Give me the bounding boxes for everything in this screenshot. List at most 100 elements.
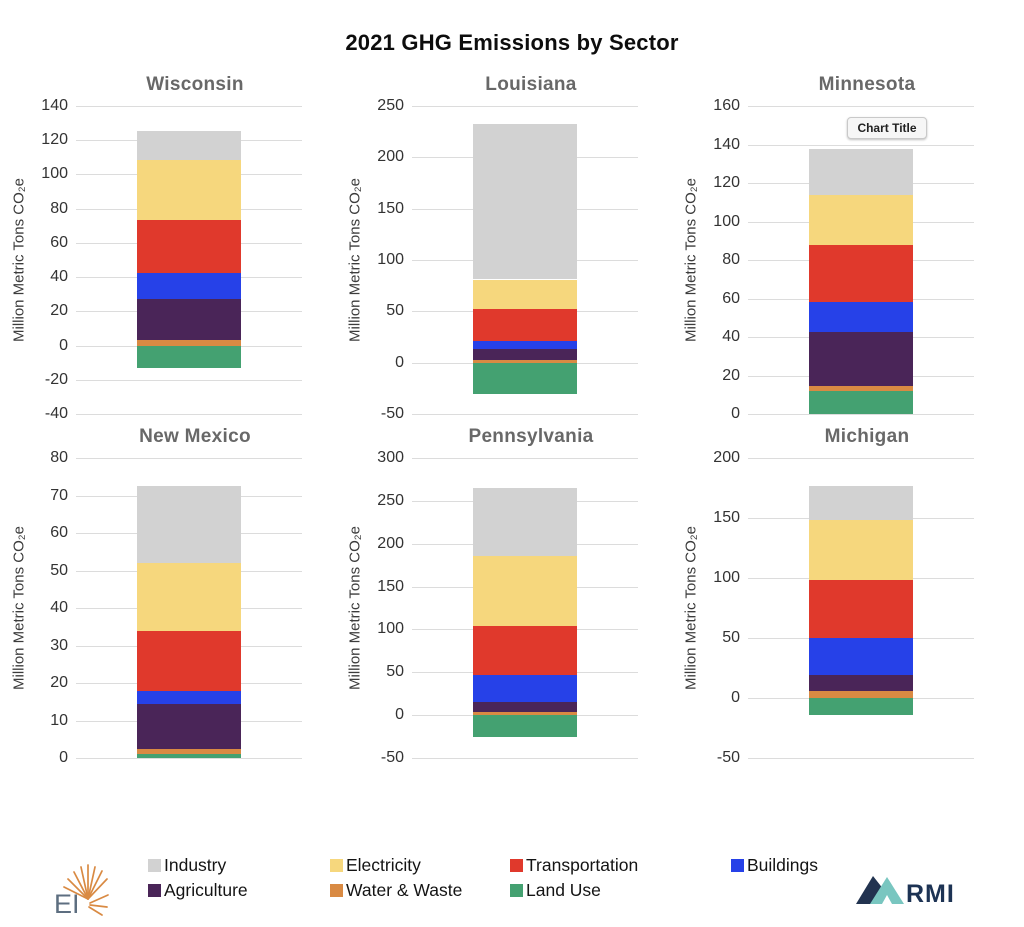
gridline <box>76 379 302 381</box>
y-tick-labels: 250 200 150 100 50 0 -50 <box>366 97 412 422</box>
footer: EI Industry Electricity Transportation Buil… <box>0 849 1024 927</box>
bar-segment-industry <box>137 130 241 160</box>
y-tick-labels: 200 150 100 50 0 -50 <box>702 449 748 766</box>
subplot-pennsylvania: Pennsylvania Million Metric Tons CO₂e 30… <box>344 414 680 766</box>
bar-segment-water-waste <box>137 340 241 346</box>
y-tick-label: 0 <box>395 706 404 724</box>
legend-swatch-buildings <box>731 859 744 872</box>
y-axis-label: Million Metric Tons CO₂e <box>346 526 364 690</box>
legend-label-buildings: Buildings <box>747 855 819 875</box>
y-tick-label: 150 <box>377 199 404 217</box>
y-axis-label: Million Metric Tons CO₂e <box>10 178 28 342</box>
subplot-wisconsin: Wisconsin Million Metric Tons CO₂e 140 12… <box>8 62 344 422</box>
y-tick-label: 80 <box>50 199 68 217</box>
bar-segment-transportation <box>473 626 577 675</box>
legend-item-buildings: Buildings <box>731 855 818 876</box>
bar-segment-transportation <box>809 580 913 638</box>
y-tick-label: 300 <box>377 449 404 466</box>
subplot-title-minnesota: Minnesota <box>818 74 916 95</box>
legend-swatch-water-waste <box>330 884 343 897</box>
y-tick-label: 50 <box>722 629 740 646</box>
legend-label-electricity: Electricity <box>346 855 421 875</box>
y-tick-label: 200 <box>377 534 404 552</box>
bar-segment-agriculture <box>809 332 913 387</box>
bar-segment-agriculture <box>473 349 577 360</box>
gridline <box>76 414 302 415</box>
legend-label-land-use: Land Use <box>526 880 601 900</box>
y-tick-label: 50 <box>386 302 404 320</box>
y-tick-label: 200 <box>377 148 404 166</box>
rmi-logo-mountain-teal <box>870 877 904 904</box>
bar-segment-water-waste <box>137 748 241 755</box>
y-tick-label: 0 <box>395 353 404 371</box>
y-tick-label: 10 <box>50 711 68 729</box>
gridline <box>412 106 638 107</box>
bar-segment-transportation <box>137 219 241 273</box>
y-tick-label: 120 <box>713 174 740 191</box>
y-tick-label: 150 <box>713 509 740 526</box>
y-axis-label: Million Metric Tons CO₂e <box>682 178 700 342</box>
legend-item-electricity: Electricity <box>330 855 510 876</box>
bar-segment-land-use <box>137 345 241 368</box>
gridline <box>748 144 974 146</box>
y-tick-label: 0 <box>59 336 68 354</box>
plot-area <box>748 458 974 759</box>
bar-segment-agriculture <box>809 675 913 691</box>
bar-segment-land-use <box>473 715 577 738</box>
bar-segment-electricity <box>809 194 913 245</box>
legend-item-transportation: Transportation <box>510 855 731 876</box>
y-tick-label: 0 <box>731 405 740 422</box>
chart-title-tooltip: Chart Title <box>847 117 927 139</box>
y-tick-label: 60 <box>722 289 740 307</box>
y-tick-label: -50 <box>716 749 740 766</box>
y-tick-label: 100 <box>713 569 740 586</box>
bar-segment-land-use <box>473 362 577 395</box>
legend-item-agriculture: Agriculture <box>148 880 330 901</box>
bar-segment-agriculture <box>473 702 577 712</box>
y-tick-labels: 80 70 60 50 40 30 20 10 0 <box>30 449 76 766</box>
y-tick-label: 40 <box>50 599 68 616</box>
legend-item-water-waste: Water & Waste <box>330 880 510 901</box>
y-tick-labels: 140 120 100 80 60 40 20 0 -20 -40 <box>30 97 76 422</box>
gridline <box>748 458 974 459</box>
gridline <box>76 106 302 107</box>
rmi-logo-text: RMI <box>906 880 955 908</box>
gridline <box>412 758 638 759</box>
subplot-title-michigan: Michigan <box>824 426 910 447</box>
legend-label-transportation: Transportation <box>526 855 639 875</box>
y-tick-label: 100 <box>41 165 68 183</box>
bar-segment-buildings <box>473 341 577 350</box>
bar-segment-industry <box>809 485 913 521</box>
page-title: 2021 GHG Emissions by Sector <box>345 30 679 55</box>
bar-segment-land-use <box>809 698 913 715</box>
y-tick-label: 40 <box>722 328 740 345</box>
y-tick-label: 70 <box>50 486 68 504</box>
bar-segment-buildings <box>137 272 241 300</box>
plot-area <box>76 458 302 759</box>
bar-segment-buildings <box>809 638 913 676</box>
y-tick-label: 50 <box>50 561 68 579</box>
bar-segment-agriculture <box>137 703 241 749</box>
y-axis-label: Million Metric Tons CO₂e <box>682 526 700 690</box>
y-tick-label: 50 <box>386 663 404 681</box>
legend-label-water-waste: Water & Waste <box>346 880 463 900</box>
y-tick-label: 20 <box>50 674 68 691</box>
y-tick-label: 80 <box>722 251 740 268</box>
y-tick-label: 0 <box>731 689 740 706</box>
bar-segment-agriculture <box>137 299 241 341</box>
bar-segment-electricity <box>137 159 241 220</box>
y-tick-label: 250 <box>377 491 404 509</box>
y-axis-label: Million Metric Tons CO₂e <box>346 178 364 342</box>
y-tick-label: -20 <box>44 370 68 388</box>
gridline <box>76 758 302 759</box>
y-tick-label: -40 <box>44 405 68 422</box>
y-tick-labels: 300 250 200 150 100 50 0 -50 <box>366 449 412 766</box>
y-tick-labels: 160 140 120 100 80 60 40 20 0 <box>702 97 748 422</box>
legend: Industry Electricity Transportation Buildin… <box>148 855 818 901</box>
y-tick-label: 200 <box>713 449 740 466</box>
subplot-title-pennsylvania: Pennsylvania <box>468 426 594 447</box>
gridline <box>748 106 974 107</box>
subplot-new-mexico: New Mexico Million Metric Tons CO₂e 80 70… <box>8 414 344 766</box>
bar-segment-water-waste <box>809 690 913 698</box>
ei-logo-rays <box>63 864 109 916</box>
